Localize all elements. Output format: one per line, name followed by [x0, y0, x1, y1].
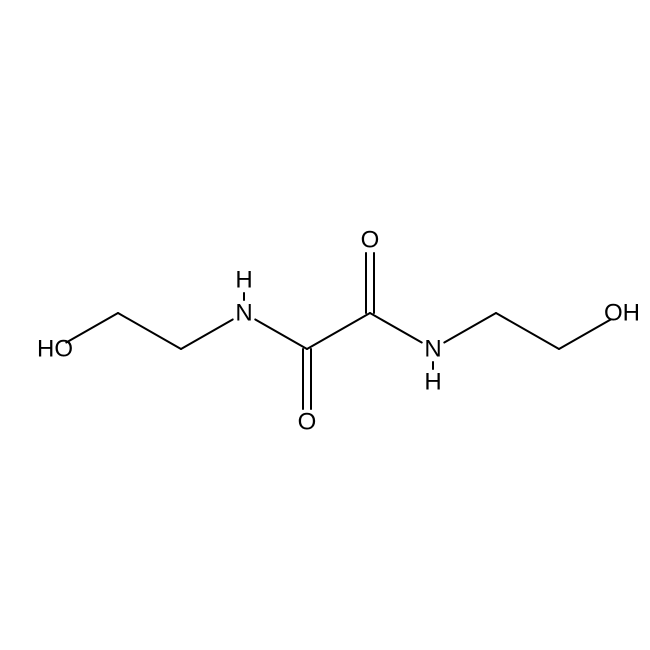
atom-label: O	[361, 226, 380, 253]
atom-label: OH	[604, 299, 640, 326]
atom-label: HO	[37, 335, 73, 362]
bond-line	[255, 319, 307, 349]
bond-line	[444, 313, 496, 343]
chemical-structure-diagram: HONHOONHOH	[0, 0, 650, 650]
atom-label: H	[235, 266, 252, 293]
atom-label: N	[424, 335, 441, 362]
bond-line	[307, 313, 370, 349]
bond-line	[559, 319, 611, 349]
bond-line	[496, 313, 559, 349]
bond-line	[370, 313, 422, 343]
bond-line	[66, 313, 118, 343]
atom-label: H	[424, 368, 441, 395]
atom-label: O	[298, 408, 317, 435]
atom-label: N	[235, 299, 252, 326]
bond-line	[181, 319, 233, 349]
bond-line	[118, 313, 181, 349]
